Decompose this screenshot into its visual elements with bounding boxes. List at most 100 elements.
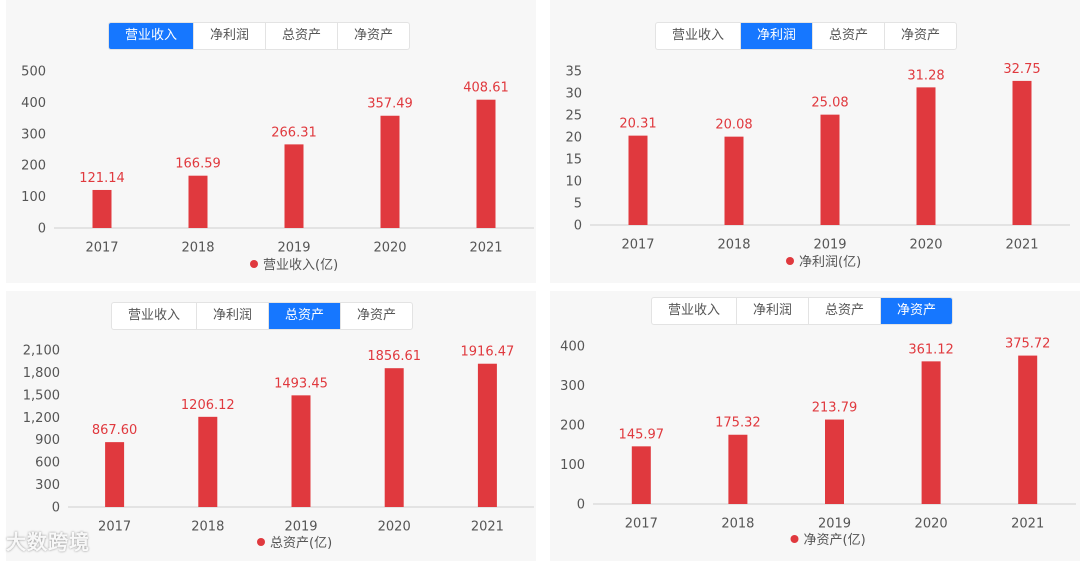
legend-marker-icon [786,257,794,265]
data-label: 361.12 [908,342,954,357]
tab-net-profit[interactable]: 净利润 [194,23,267,49]
bar-2019 [825,419,844,504]
x-tick-label: 2019 [818,517,851,532]
y-tick-label: 15 [565,153,582,168]
tab-revenue[interactable]: 营业收入 [109,23,195,49]
x-tick-label: 2018 [191,520,224,535]
y-tick-label: 400 [21,96,46,111]
bar-2020 [384,368,404,507]
tab-total-assets[interactable]: 总资产 [269,303,342,329]
data-label: 867.60 [92,423,138,438]
y-tick-label: 35 [565,65,582,80]
bar-2019 [820,114,840,225]
x-tick-label: 2019 [277,241,310,256]
data-label: 175.32 [715,416,761,431]
y-tick-label: 1,800 [23,366,60,381]
bar-2021 [476,99,496,228]
metric-tabs: 营业收入 净利润 总资产 净资产 [651,297,954,325]
y-tick-label: 0 [52,501,60,516]
y-tick-label: 2,100 [23,344,60,359]
y-tick-label: 300 [35,478,60,493]
y-tick-label: 10 [565,175,582,190]
x-tick-label: 2019 [284,520,317,535]
chart-panel-net-profit: 营业收入 净利润 总资产 净资产 0 5 10 15 20 25 30 35 20.31 2017… [550,0,1080,283]
tab-total-assets[interactable]: 总资产 [813,23,886,49]
y-tick-label: 30 [565,87,582,102]
tab-net-assets[interactable]: 净资产 [901,28,941,43]
tab-total-assets[interactable]: 总资产 [266,23,339,49]
data-label: 20.08 [715,118,752,133]
bar-chart-revenue: 0 100 200 300 400 500 121.14 2017 166.59 2018 266.… [21,65,534,273]
legend-label: 净利润(亿) [799,255,861,270]
y-tick-label: 300 [560,379,585,394]
x-tick-label: 2017 [85,241,118,256]
tab-net-assets[interactable]: 净资产 [354,28,394,43]
y-tick-label: 0 [38,222,46,237]
data-label: 121.14 [79,171,125,186]
data-label: 266.31 [271,125,317,140]
y-tick-label: 100 [560,458,585,473]
bar-2017 [631,446,651,504]
y-tick-label: 500 [21,65,46,80]
bar-2018 [198,416,218,507]
x-tick-label: 2020 [915,517,948,532]
y-tick-label: 600 [35,456,60,471]
chart-panel-total-assets: 营业收入 净利润 总资产 净资产 0 300 600 900 1,200 1,500 1,8… [6,291,536,561]
bar-2020 [916,87,936,225]
tab-revenue[interactable]: 营业收入 [656,23,742,49]
y-tick-label: 200 [560,419,585,434]
tab-total-assets[interactable]: 总资产 [809,298,882,324]
y-tick-label: 20 [565,131,582,146]
data-label: 1206.12 [181,398,235,413]
y-tick-label: 0 [574,219,582,234]
x-tick-label: 2017 [621,238,654,253]
x-tick-label: 2021 [1005,238,1038,253]
x-tick-label: 2020 [373,241,406,256]
x-tick-label: 2021 [471,520,504,535]
chart-panel-net-assets: 营业收入 净利润 总资产 净资产 0 100 200 300 400 145.97 2017… [550,291,1080,561]
tab-revenue[interactable]: 营业收入 [112,303,198,329]
y-tick-label: 900 [35,433,60,448]
data-label: 375.72 [1005,337,1050,352]
bar-2021 [477,363,497,507]
x-tick-label: 2021 [1011,517,1044,532]
bar-2021 [1018,355,1038,504]
tab-net-assets[interactable]: 净资产 [357,308,397,323]
bar-2017 [92,189,112,228]
y-tick-label: 0 [577,498,585,513]
tab-net-assets[interactable]: 净资产 [881,298,953,324]
bar-2020 [380,115,400,228]
x-tick-label: 2021 [469,241,502,256]
bar-chart-total-assets: 0 300 600 900 1,200 1,500 1,800 2,100 867.60 2017… [23,344,534,551]
bar-2018 [188,175,208,228]
bar-2018 [728,434,748,504]
watermark-logo: 大数跨境 [6,530,90,554]
metric-tabs: 营业收入 净利润 总资产 净资产 [111,302,414,330]
tab-net-profit[interactable]: 净利润 [197,303,270,329]
y-tick-label: 100 [21,190,46,205]
data-label: 1916.47 [461,345,515,360]
data-label: 145.97 [619,427,665,442]
bar-2018 [724,136,744,225]
legend-label: 净资产(亿) [804,533,866,548]
data-label: 408.61 [463,81,509,96]
legend-marker-icon [790,535,799,543]
tab-net-profit[interactable]: 净利润 [737,298,810,324]
tab-net-profit[interactable]: 净利润 [741,23,814,49]
legend-marker-icon [257,538,265,546]
tab-revenue[interactable]: 营业收入 [652,298,738,324]
data-label: 213.79 [812,401,858,416]
x-tick-label: 2017 [625,517,658,532]
data-label: 31.28 [907,68,944,83]
y-tick-label: 200 [21,159,46,174]
bar-chart-net-assets: 0 100 200 300 400 145.97 2017 175.32 2018 213.79 2… [560,337,1076,548]
legend-marker-icon [250,260,258,268]
x-tick-label: 2018 [721,517,754,532]
metric-tabs: 营业收入 净利润 总资产 净资产 [655,22,958,50]
y-tick-label: 5 [574,197,582,212]
bar-2020 [921,361,941,504]
data-label: 166.59 [175,157,221,172]
bar-2017 [105,442,125,507]
data-label: 25.08 [811,96,848,111]
x-tick-label: 2018 [181,241,214,256]
